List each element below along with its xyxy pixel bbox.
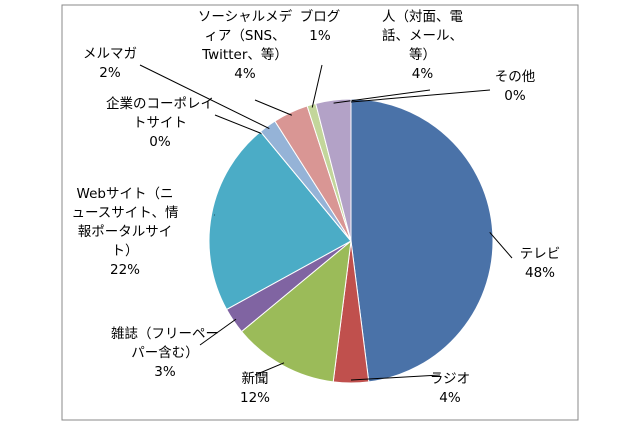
leader-line (254, 362, 285, 376)
leader-line (254, 99, 293, 116)
slice-label: ラジオ 4% (415, 370, 485, 408)
slice-label: 雑誌（フリーペーパー含む） 3% (110, 325, 220, 382)
value-label: 4% (234, 66, 256, 82)
value-label: 0% (504, 88, 526, 104)
value-label: 48% (524, 265, 555, 281)
value-label: 4% (439, 390, 461, 406)
category-name: ラジオ (429, 371, 471, 387)
value-label: 4% (411, 66, 434, 82)
value-label: 1% (309, 28, 331, 44)
leader-line (199, 318, 237, 346)
value-label: 3% (154, 364, 176, 380)
pie-slice (240, 239, 352, 383)
category-name: その他 (494, 69, 536, 85)
category-name: 新聞 (241, 371, 269, 387)
leader-line (489, 231, 513, 259)
category-name: テレビ (519, 246, 561, 262)
category-name: 人（対面、電話、メール、等） (382, 9, 463, 63)
slice-label: メルマガ 2% (60, 45, 160, 83)
leader-line (311, 64, 323, 108)
slice-label: 新聞 12% (215, 370, 295, 408)
slice-label: ブログ 1% (290, 8, 350, 46)
value-label: 0% (149, 134, 171, 150)
slice-label: その他 0% (480, 68, 550, 106)
slice-label: 人（対面、電話、メール、等） 4% (375, 8, 470, 84)
category-name: Webサイト（ニュースサイト、情報ポータルサイト） (71, 186, 179, 259)
leader-line (214, 114, 263, 135)
category-name: ソーシャルメディア（SNS、Twitter、等） (197, 9, 293, 63)
value-label: 12% (239, 390, 270, 406)
slice-label: ソーシャルメディア（SNS、Twitter、等） 4% (195, 8, 295, 84)
category-name: 雑誌（フリーペーパー含む） (111, 326, 219, 361)
category-name: ブログ (299, 9, 341, 25)
value-label: 2% (99, 65, 121, 81)
category-name: メルマガ (83, 46, 137, 62)
pie-slice (208, 130, 352, 311)
pie-slice (350, 98, 494, 383)
slice-label: テレビ 48% (505, 245, 575, 283)
leader-line (350, 374, 441, 381)
leader-line (350, 89, 491, 103)
chart-frame (61, 4, 579, 421)
leader-line (139, 64, 270, 129)
slice-label: 企業のコーポレイトサイト 0% (105, 95, 215, 152)
slice-label: Webサイト（ニュースサイト、情報ポータルサイト） 22% (70, 185, 180, 280)
value-label: 22% (109, 262, 140, 278)
leader-line (333, 89, 431, 104)
category-name: 企業のコーポレイトサイト (106, 96, 214, 131)
